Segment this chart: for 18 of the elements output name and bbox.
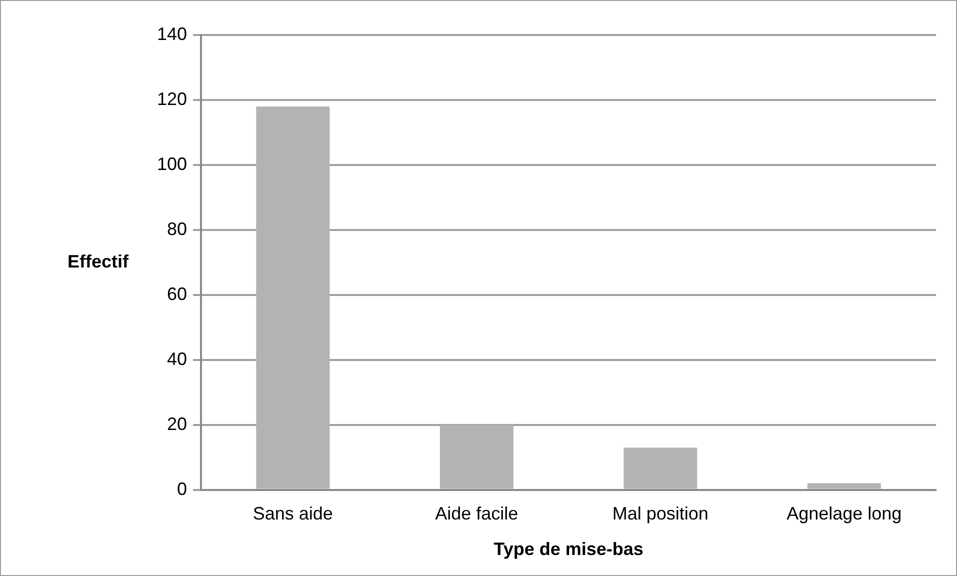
y-tick-label: 140 [156,24,188,44]
y-tick-label: 0 [177,478,188,499]
x-tick-label: Sans aide [252,504,333,524]
y-tick-label: 40 [167,348,188,369]
bar [440,424,514,489]
bar [807,483,881,489]
bar [256,106,330,489]
y-tick-label: 100 [156,154,188,174]
y-tick-label: 20 [167,414,188,434]
bar [624,448,698,489]
y-tick-label: 120 [156,88,188,109]
x-tick-label: Agnelage long [786,504,902,524]
x-tick-label: Mal position [612,504,708,524]
x-axis-title: Type de mise-bas [494,539,644,560]
y-tick-label: 80 [167,218,188,239]
x-tick-label: Aide facile [435,504,518,524]
y-axis-title: Effectif [67,251,130,272]
y-tick-label: 60 [167,284,188,304]
